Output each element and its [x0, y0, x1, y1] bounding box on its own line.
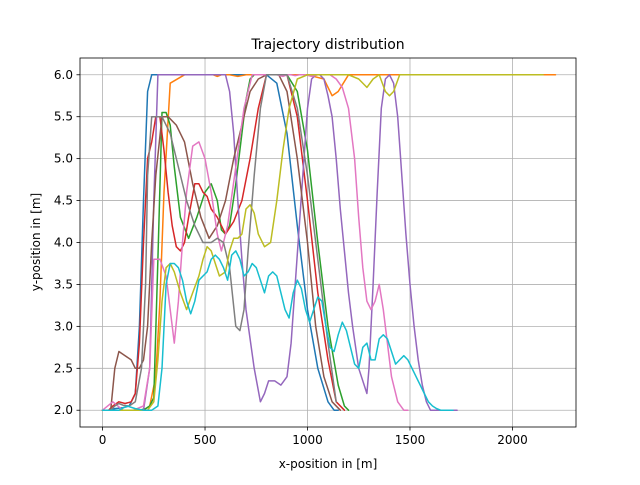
trajectory-line-9 — [101, 74, 544, 411]
y-tick-label: 3.0 — [54, 319, 73, 333]
x-tick-label: 0 — [99, 433, 107, 447]
chart-title: Trajectory distribution — [250, 37, 404, 53]
y-tick-label: 3.5 — [54, 277, 73, 291]
y-tick-label: 2.5 — [54, 361, 73, 375]
trajectory-line-6 — [101, 74, 342, 411]
y-axis-label: y-position in [m] — [29, 193, 43, 291]
trajectory-line-5 — [101, 74, 458, 411]
y-tick-label: 4.0 — [54, 236, 73, 250]
x-axis-label: x-position in [m] — [279, 457, 378, 471]
trajectory-line-3 — [101, 74, 350, 411]
series-layer — [101, 74, 557, 411]
x-tick-label: 1500 — [395, 433, 426, 447]
y-tick-label: 6.0 — [54, 68, 73, 82]
y-tick-label: 2.0 — [54, 403, 73, 417]
trajectory-line-8 — [101, 74, 337, 411]
y-tick-label: 5.0 — [54, 152, 73, 166]
x-tick-label: 500 — [194, 433, 217, 447]
x-tick-label: 1000 — [292, 433, 323, 447]
y-tick-label: 5.5 — [54, 110, 73, 124]
trajectory-line-10 — [101, 250, 454, 411]
tick-layer: 0 500 1000 1500 2000 2.0 2.5 3.0 3.5 4.0 4.5 5.0 5.5… — [54, 68, 528, 447]
y-tick-label: 4.5 — [54, 194, 73, 208]
x-tick-label: 2000 — [497, 433, 528, 447]
